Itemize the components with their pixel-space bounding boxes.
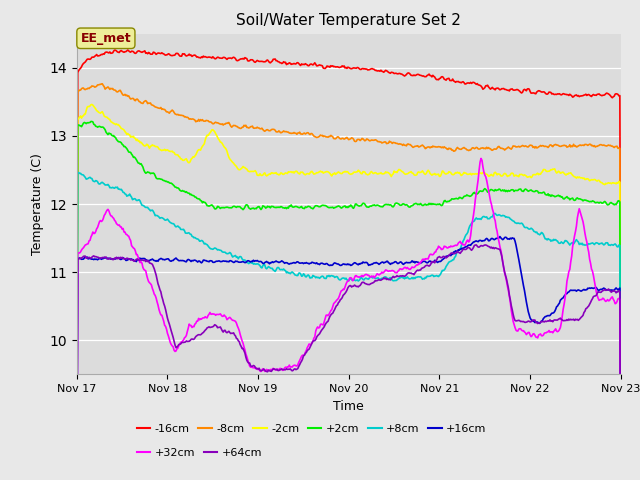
-16cm [124,47,132,53]
Y-axis label: Temperature (C): Temperature (C) [31,153,44,255]
+32cm [412,263,420,268]
+32cm [404,266,412,272]
+64cm [472,242,480,248]
Line: +32cm: +32cm [77,158,621,480]
+32cm [520,329,528,335]
+16cm [404,260,412,265]
+8cm [405,276,413,282]
+64cm [476,243,484,249]
-2cm [520,172,528,178]
-8cm [99,81,106,87]
-2cm [454,169,461,175]
-8cm [476,146,484,152]
-16cm [413,72,420,78]
Line: +8cm: +8cm [77,173,621,480]
Line: +64cm: +64cm [77,245,621,480]
-8cm [151,104,159,110]
Text: EE_met: EE_met [81,32,131,45]
-8cm [617,436,625,442]
-8cm [520,144,528,149]
+16cm [496,234,504,240]
X-axis label: Time: Time [333,400,364,413]
-16cm [520,86,528,92]
-16cm [405,71,413,76]
+64cm [520,319,528,325]
+64cm [404,270,412,276]
+32cm [477,156,485,161]
+16cm [520,288,528,293]
+8cm [151,213,159,218]
-16cm [617,402,625,408]
-8cm [73,399,81,405]
Legend: +32cm, +64cm: +32cm, +64cm [137,448,262,458]
+32cm [150,291,158,297]
+2cm [476,188,484,194]
+16cm [150,258,158,264]
+8cm [413,275,420,280]
+64cm [452,250,460,256]
Line: -16cm: -16cm [77,50,621,405]
+8cm [454,249,461,255]
+16cm [412,259,420,264]
+64cm [412,269,420,275]
Title: Soil/Water Temperature Set 2: Soil/Water Temperature Set 2 [236,13,461,28]
+2cm [454,196,461,202]
-2cm [88,102,96,108]
+64cm [150,266,158,272]
Line: -2cm: -2cm [77,105,621,462]
-16cm [454,79,461,84]
-8cm [405,142,413,147]
+2cm [413,201,420,207]
Line: -8cm: -8cm [77,84,621,439]
+2cm [73,421,81,427]
-8cm [454,144,461,150]
-8cm [413,143,420,149]
-16cm [476,83,484,88]
+8cm [476,216,484,221]
-16cm [73,387,81,393]
+2cm [405,204,413,210]
+16cm [476,238,483,243]
-2cm [405,169,413,175]
-2cm [151,144,159,149]
Line: +2cm: +2cm [77,121,621,476]
-2cm [476,170,484,176]
+32cm [476,167,483,173]
+2cm [520,187,528,192]
+8cm [73,453,81,458]
+8cm [520,224,528,230]
-2cm [413,172,420,178]
Line: +16cm: +16cm [77,237,621,480]
+16cm [452,249,460,254]
-2cm [73,417,81,423]
+8cm [75,170,83,176]
+2cm [151,173,159,179]
+2cm [87,119,95,124]
-16cm [151,50,159,56]
-2cm [617,459,625,465]
+2cm [617,473,625,479]
+32cm [452,242,460,248]
